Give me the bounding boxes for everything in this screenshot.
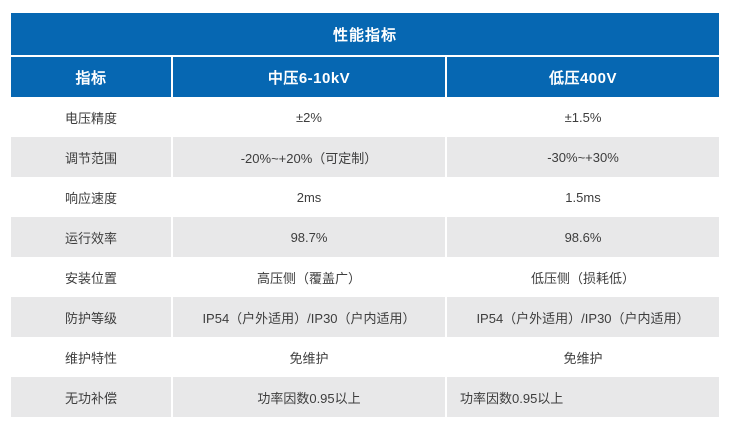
row-label-protection-rating: 防护等级 xyxy=(11,297,171,337)
lv-value-cell: 免维护 xyxy=(447,337,719,377)
mv-value-cell: 2ms xyxy=(173,177,445,217)
mv-value-cell: 免维护 xyxy=(173,337,445,377)
mv-value-cell: 功率因数0.95以上 xyxy=(173,377,445,417)
table-row: 防护等级 IP54（户外适用）/IP30（户内适用） IP54（户外适用）/IP… xyxy=(11,297,719,337)
table-row: 安装位置 高压侧（覆盖广） 低压侧（损耗低） xyxy=(11,257,719,297)
column-header-indicator: 指标 xyxy=(11,57,171,97)
table-title: 性能指标 xyxy=(332,26,397,44)
row-label-voltage-precision: 电压精度 xyxy=(11,97,171,137)
lv-value-cell: -30%~+30% xyxy=(447,137,719,177)
row-label-reactive-compensation: 无功补偿 xyxy=(11,377,171,417)
table-title-bar: 性能指标 xyxy=(11,13,719,55)
table-row: 响应速度 2ms 1.5ms xyxy=(11,177,719,217)
header-row: 指标 中压6-10kV 低压400V xyxy=(11,57,719,97)
row-label-installation-position: 安装位置 xyxy=(11,257,171,297)
mv-value-cell: IP54（户外适用）/IP30（户内适用） xyxy=(173,297,445,337)
column-header-medium-voltage: 中压6-10kV xyxy=(173,57,445,97)
table-row: 无功补偿 功率因数0.95以上 功率因数0.95以上 xyxy=(11,377,719,417)
performance-spec-table: 性能指标 指标 中压6-10kV 低压400V 电压精度 ±2% ±1.5% 调… xyxy=(11,13,719,417)
table-row: 调节范围 -20%~+20%（可定制） -30%~+30% xyxy=(11,137,719,177)
mv-value-cell: 高压侧（覆盖广） xyxy=(173,257,445,297)
column-header-low-voltage: 低压400V xyxy=(447,57,719,97)
lv-value-cell: IP54（户外适用）/IP30（户内适用） xyxy=(447,297,719,337)
lv-value-cell: 低压侧（损耗低） xyxy=(447,257,719,297)
table-row: 维护特性 免维护 免维护 xyxy=(11,337,719,377)
mv-value-cell: -20%~+20%（可定制） xyxy=(173,137,445,177)
row-label-maintenance: 维护特性 xyxy=(11,337,171,377)
row-label-response-speed: 响应速度 xyxy=(11,177,171,217)
lv-value-cell: ±1.5% xyxy=(447,97,719,137)
table-row: 运行效率 98.7% 98.6% xyxy=(11,217,719,257)
mv-value-cell: 98.7% xyxy=(173,217,445,257)
table-row: 电压精度 ±2% ±1.5% xyxy=(11,97,719,137)
mv-value-cell: ±2% xyxy=(173,97,445,137)
lv-value-cell: 功率因数0.95以上 xyxy=(447,377,719,417)
lv-value-cell: 1.5ms xyxy=(447,177,719,217)
row-label-operating-efficiency: 运行效率 xyxy=(11,217,171,257)
lv-value-cell: 98.6% xyxy=(447,217,719,257)
row-label-adjustment-range: 调节范围 xyxy=(11,137,171,177)
